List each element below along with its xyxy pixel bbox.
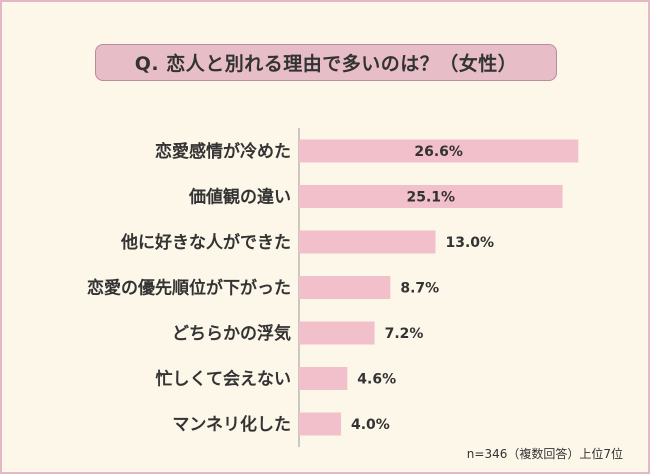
category-label: 忙しくて会えない bbox=[156, 369, 292, 390]
bar bbox=[299, 139, 579, 163]
bar bbox=[299, 230, 436, 254]
value-label: 13.0% bbox=[446, 235, 495, 251]
category-label: 恋愛の優先順位が下がった bbox=[87, 278, 291, 299]
category-label: どちらかの浮気 bbox=[172, 323, 291, 344]
sample-note: n=346（複数回答）上位7位 bbox=[466, 447, 623, 461]
category-label: マンネリ化した bbox=[172, 414, 291, 435]
value-label: 4.6% bbox=[357, 372, 396, 388]
value-label: 7.2% bbox=[385, 326, 424, 342]
bar bbox=[299, 367, 348, 390]
value-label: 26.6% bbox=[414, 144, 463, 160]
bar bbox=[299, 185, 563, 208]
category-label: 価値観の違い bbox=[188, 187, 291, 208]
chart-title: Q. 恋人と別れる理由で多いのは？（女性） bbox=[134, 53, 518, 75]
bar bbox=[299, 321, 375, 345]
bar bbox=[299, 412, 341, 436]
value-label: 8.7% bbox=[400, 281, 439, 297]
category-label: 他に好きな人ができた bbox=[120, 232, 291, 253]
category-label: 恋愛感情が冷めた bbox=[155, 141, 291, 162]
value-label: 25.1% bbox=[406, 190, 455, 206]
chart-title-box: Q. 恋人と別れる理由で多いのは？（女性） bbox=[95, 44, 557, 81]
value-label: 4.0% bbox=[351, 417, 390, 433]
bar bbox=[299, 276, 391, 299]
